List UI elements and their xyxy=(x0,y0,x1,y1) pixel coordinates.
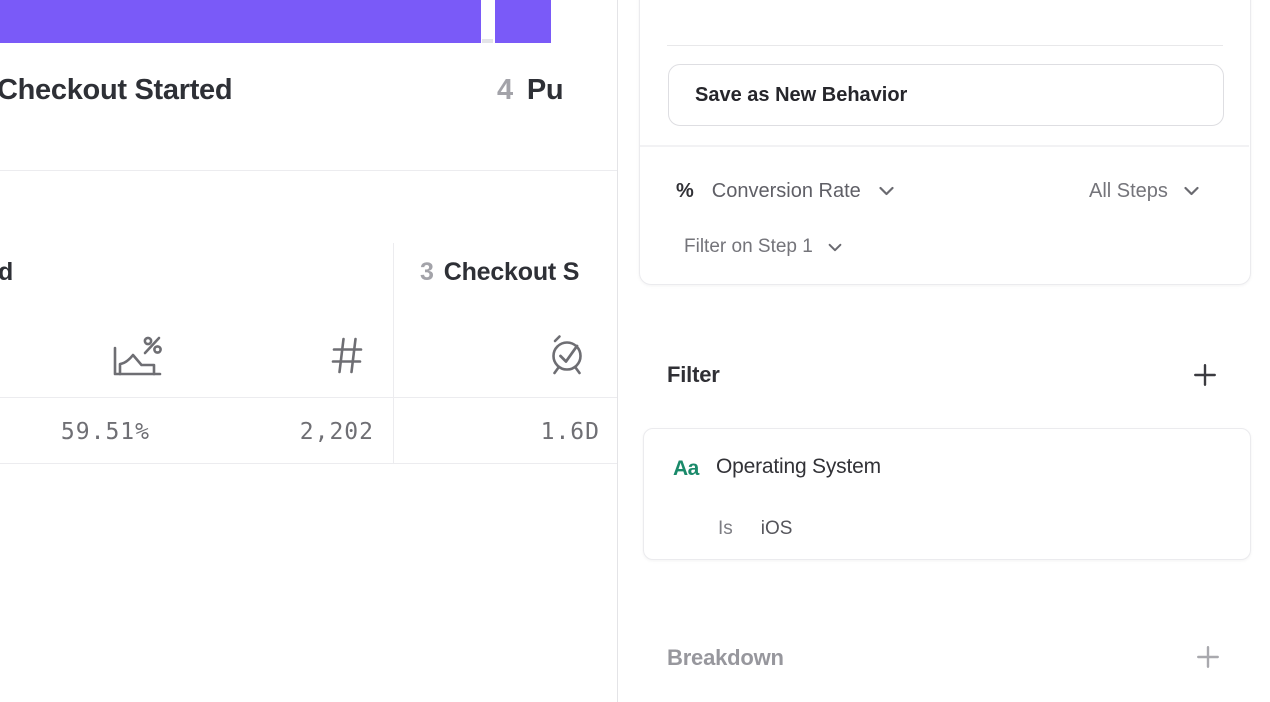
step-name: Checkout Started xyxy=(0,74,233,106)
funnel-bar-purchase[interactable] xyxy=(495,0,551,43)
property-type-icon: Aa xyxy=(673,457,699,481)
funnel-bar-checkout-started[interactable] xyxy=(0,0,481,43)
chart-table-divider xyxy=(0,170,617,171)
filter-section-heading: Filter xyxy=(667,362,720,387)
step-label-checkout-started: Checkout Started xyxy=(0,74,233,107)
avg-time-icon[interactable] xyxy=(548,333,586,382)
query-definition-card xyxy=(639,0,1251,285)
step-name-fragment: d xyxy=(0,258,14,286)
funnel-bar-dropoff-stub xyxy=(482,39,493,43)
table-step-left-label: d xyxy=(0,258,13,287)
avg-time-value: 1.6D xyxy=(540,419,600,445)
step-name: Pu xyxy=(526,74,564,106)
filter-step-selector[interactable]: Filter on Step 1 xyxy=(684,233,842,261)
filter-card[interactable]: Aa Operating System Is iOS xyxy=(643,428,1251,560)
table-step-3-label: 3 Checkout S xyxy=(420,258,579,287)
add-filter-button[interactable] xyxy=(1192,362,1218,388)
metric-selector[interactable]: % Conversion Rate xyxy=(676,176,894,206)
save-button-label: Save as New Behavior xyxy=(695,83,908,106)
filter-property-name: Operating System xyxy=(716,455,881,478)
add-breakdown-button[interactable] xyxy=(1195,644,1221,670)
save-as-new-behavior-button[interactable]: Save as New Behavior xyxy=(668,64,1224,126)
percent-icon: % xyxy=(676,179,694,202)
step-number: 3 xyxy=(420,258,434,286)
text-property-badge: Aa xyxy=(673,457,699,480)
conversion-rate-icon[interactable] xyxy=(108,334,162,383)
count-value: 2,202 xyxy=(299,419,374,445)
panel-divider xyxy=(617,0,618,702)
step-number: 4 xyxy=(497,74,513,106)
chevron-down-icon xyxy=(828,243,842,252)
card-section-divider xyxy=(640,145,1249,147)
chevron-down-icon xyxy=(1184,186,1199,196)
filter-step-label: Filter on Step 1 xyxy=(684,236,813,257)
step-name: Checkout S xyxy=(443,258,580,286)
table-row-bottom-border xyxy=(0,463,617,464)
card-inner-divider xyxy=(667,45,1223,46)
step-label-purchase: 4 Pu xyxy=(497,74,564,107)
count-icon[interactable] xyxy=(331,337,363,379)
metric-selector-label: Conversion Rate xyxy=(711,179,861,202)
steps-scope-selector[interactable]: All Steps xyxy=(1089,176,1199,206)
table-column-divider xyxy=(393,243,394,464)
steps-scope-label: All Steps xyxy=(1089,179,1168,202)
table-row-top-border xyxy=(0,397,617,398)
chevron-down-icon xyxy=(879,186,894,196)
filter-operator: Is xyxy=(718,518,733,539)
filter-value: iOS xyxy=(760,518,793,539)
conversion-rate-value: 59.51% xyxy=(60,419,150,445)
filter-condition: Is iOS xyxy=(718,518,792,540)
breakdown-section-heading: Breakdown xyxy=(667,645,784,670)
